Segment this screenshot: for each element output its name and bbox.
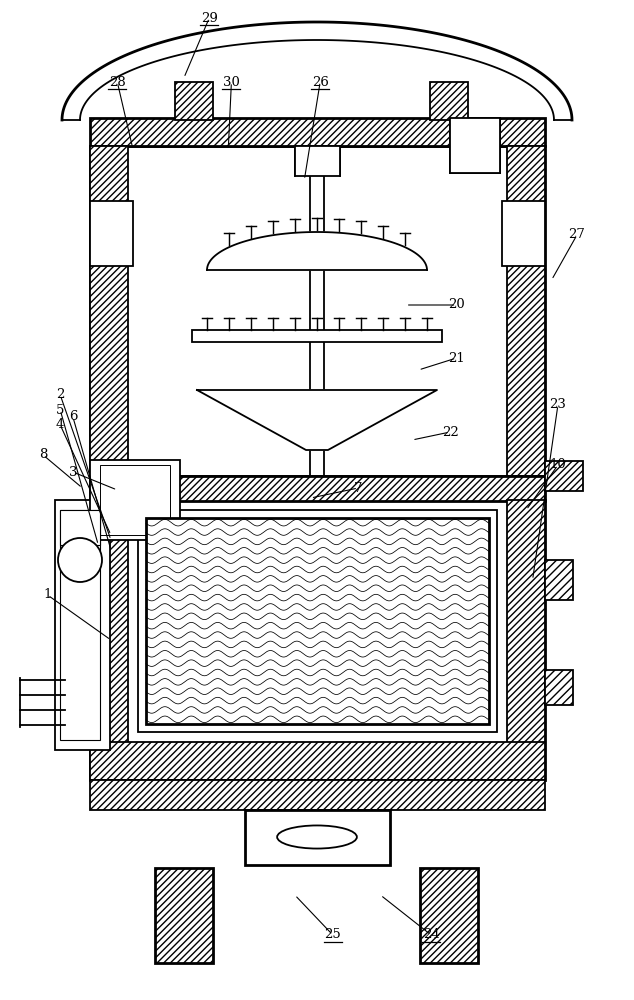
Bar (90, 780, 545, 810)
Bar (90, 146, 128, 476)
Bar (62, 560, 90, 600)
Bar (450, 118, 500, 173)
Polygon shape (62, 22, 572, 120)
Bar (90, 201, 133, 266)
Bar (90, 118, 545, 146)
Text: 4: 4 (56, 418, 65, 432)
Text: 29: 29 (201, 11, 217, 24)
Bar (55, 500, 110, 750)
Text: 10: 10 (550, 458, 566, 472)
Bar (60, 510, 100, 740)
Text: 8: 8 (39, 448, 48, 462)
Bar (90, 742, 545, 780)
Bar (507, 500, 545, 780)
Text: 22: 22 (442, 426, 458, 438)
Bar (138, 510, 497, 732)
Text: 6: 6 (68, 410, 77, 424)
Bar (545, 670, 573, 705)
Text: 3: 3 (68, 466, 77, 479)
Bar (545, 560, 573, 600)
Bar (90, 476, 545, 501)
Text: 27: 27 (569, 229, 585, 241)
Bar (90, 460, 180, 540)
Bar (507, 146, 545, 476)
Polygon shape (197, 390, 437, 450)
Text: 30: 30 (223, 76, 240, 89)
Text: 23: 23 (550, 398, 566, 412)
Bar (192, 330, 442, 342)
Bar (90, 500, 128, 780)
Text: 24: 24 (423, 928, 439, 942)
Text: 25: 25 (325, 928, 341, 942)
Bar (420, 868, 478, 963)
Bar (146, 518, 489, 724)
Text: 2: 2 (56, 388, 65, 401)
Bar (430, 82, 468, 120)
Text: 7: 7 (354, 482, 363, 494)
Bar (295, 146, 340, 176)
Bar (155, 868, 213, 963)
Bar (90, 146, 545, 476)
Circle shape (58, 538, 102, 582)
Text: 1: 1 (43, 588, 52, 601)
Bar (545, 461, 583, 491)
Bar (90, 500, 545, 780)
Bar (175, 82, 213, 120)
Bar (502, 201, 545, 266)
Polygon shape (207, 232, 427, 270)
Text: 20: 20 (448, 298, 465, 312)
Bar (100, 465, 170, 535)
Bar (60, 510, 100, 545)
Text: 26: 26 (312, 76, 328, 89)
Text: 21: 21 (448, 352, 465, 364)
Polygon shape (62, 22, 572, 120)
Ellipse shape (277, 825, 357, 849)
Text: 28: 28 (109, 76, 126, 89)
Bar (245, 810, 390, 865)
Text: 5: 5 (56, 403, 65, 416)
